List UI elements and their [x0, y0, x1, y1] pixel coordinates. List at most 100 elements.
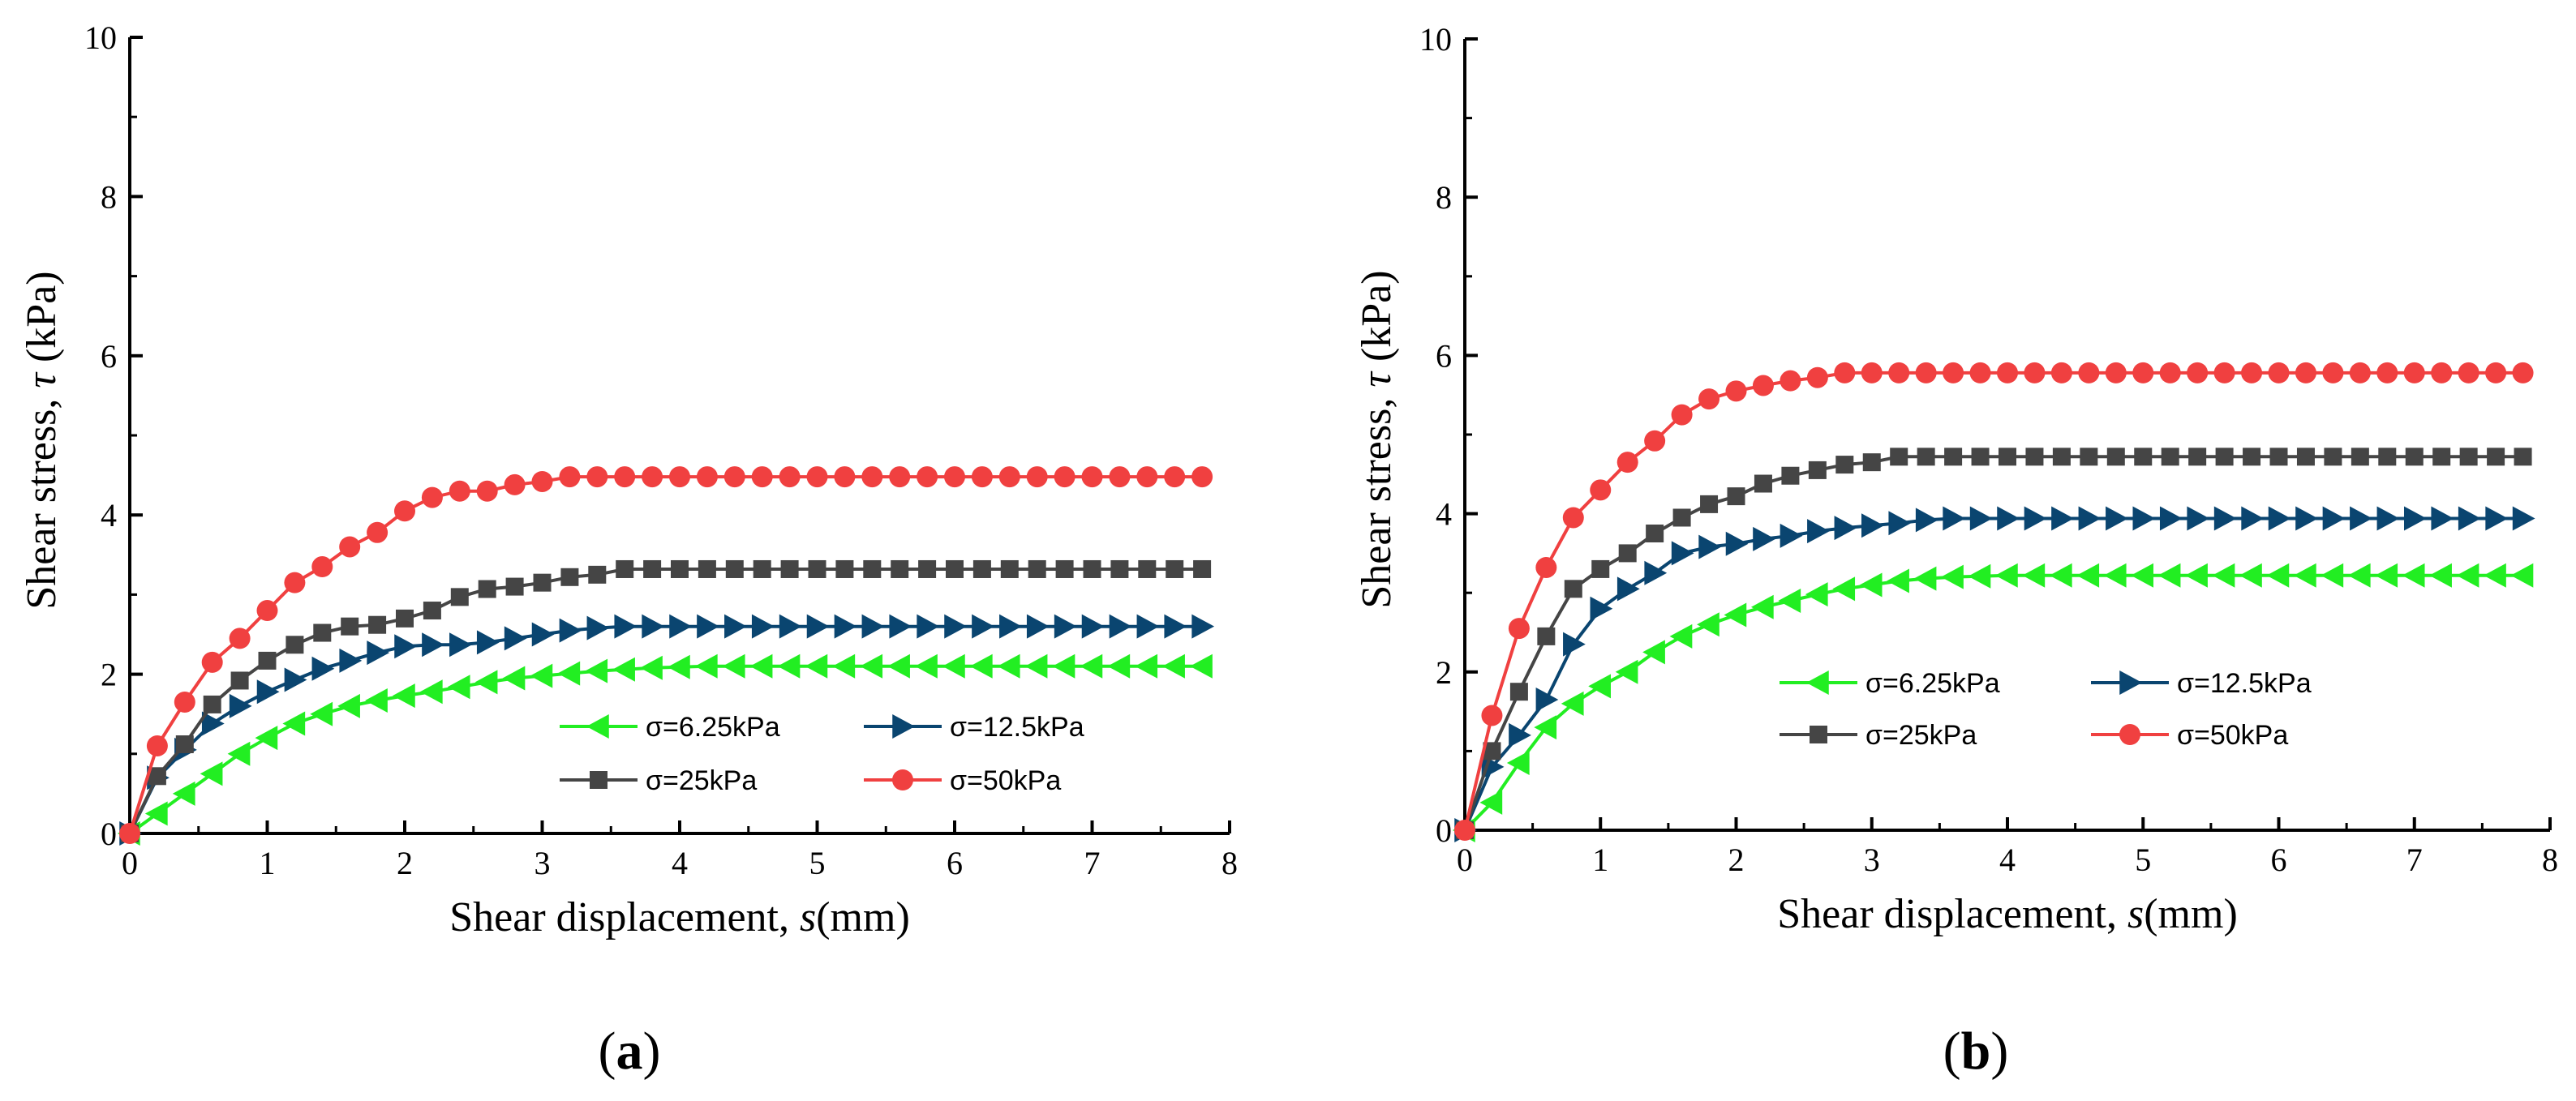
x-tick-label: 0 [1457, 842, 1473, 878]
data-point [918, 559, 937, 578]
data-point [1591, 559, 1610, 578]
data-point [1191, 466, 1213, 488]
legend-marker [1806, 670, 1829, 695]
data-point [1618, 544, 1637, 563]
data-point [1081, 466, 1103, 488]
data-point [559, 466, 581, 488]
data-point [1191, 614, 1215, 639]
panel-b-chart: 0 1 2 3 4 5 6 7 8 0 2 4 6 8 10 Shear displacement, s(mm… [1354, 21, 2558, 1081]
data-point [722, 653, 745, 679]
data-point [2431, 362, 2453, 383]
y-tick-label: 4 [101, 497, 117, 533]
data-point [1671, 404, 1693, 426]
data-point [1890, 448, 1908, 466]
x-tick-label: 5 [2135, 842, 2151, 878]
data-point [2485, 362, 2507, 383]
data-point [751, 614, 775, 639]
data-point [2212, 563, 2235, 588]
data-point [1807, 519, 1830, 544]
data-point [2456, 563, 2479, 588]
series-line [1463, 371, 2523, 831]
series-0 [118, 653, 1213, 846]
data-point [2159, 362, 2181, 383]
data-point [1080, 653, 1103, 679]
data-point [1136, 614, 1160, 639]
data-point [2080, 448, 2098, 466]
y-tick-label: 0 [1436, 812, 1452, 849]
y-tick-label: 6 [1436, 337, 1452, 374]
panel-label-open: ( [1943, 1022, 1961, 1081]
data-point [423, 602, 441, 620]
data-point [2215, 448, 2234, 466]
data-point [1644, 560, 1668, 585]
legend: σ=6.25kPa σ=12.5kPa σ=25kPa σ=50kPa [1780, 668, 2312, 751]
data-point [172, 781, 195, 806]
y-tick-label: 2 [101, 657, 117, 693]
y-axis-title: Shear stress, τ (kPa) [1354, 270, 1400, 608]
data-point [2322, 362, 2344, 383]
data-point [1563, 632, 1586, 657]
data-point [1859, 572, 1883, 598]
data-point [1917, 448, 1935, 466]
data-point [1616, 576, 1640, 602]
data-point [478, 580, 496, 598]
data-point [2187, 362, 2209, 383]
data-point [806, 614, 830, 639]
data-point [642, 466, 663, 488]
data-point [1752, 375, 1774, 396]
data-point [2402, 563, 2425, 588]
legend-label: σ=12.5kPa [2177, 668, 2312, 699]
data-point [1835, 456, 1854, 474]
data-point [1644, 430, 1666, 452]
panel-label: (a) [599, 1022, 661, 1081]
data-point [1969, 506, 1993, 531]
data-point [284, 572, 306, 593]
data-point [474, 670, 498, 695]
data-point [1109, 614, 1132, 639]
legend-marker [2119, 724, 2140, 745]
data-point [1700, 495, 1719, 513]
data-point [2131, 563, 2153, 588]
data-point [2024, 506, 2047, 531]
x-tick-label: 1 [1592, 842, 1608, 878]
data-point [2351, 448, 2369, 466]
legend-label: σ=25kPa [1865, 720, 1977, 751]
data-point [1969, 362, 1991, 383]
data-point [612, 657, 635, 682]
data-point [284, 667, 307, 692]
data-point [1997, 506, 2020, 531]
y-axis-title-variable: τ [1354, 371, 1400, 388]
data-point [1590, 596, 1613, 621]
x-tick-label: 4 [1999, 842, 2016, 878]
data-point [1669, 623, 1693, 649]
data-point [1024, 653, 1048, 679]
data-point [585, 658, 608, 683]
data-point [861, 466, 883, 488]
data-point [1481, 705, 1503, 726]
data-point [944, 466, 965, 488]
data-point [256, 679, 280, 705]
data-point [1861, 362, 1883, 383]
data-point [2376, 362, 2398, 383]
data-point [694, 653, 718, 679]
data-point [1780, 523, 1803, 548]
data-point [1136, 466, 1158, 488]
data-point [808, 559, 826, 578]
data-point [669, 466, 690, 488]
data-point [832, 653, 856, 679]
data-point [698, 559, 716, 578]
data-point [339, 536, 361, 558]
x-axis-title-unit: (mm) [816, 894, 910, 940]
data-point [201, 651, 223, 673]
panel-label-letter: a [616, 1022, 643, 1081]
legend-label: σ=6.25kPa [646, 712, 780, 743]
data-point [148, 767, 166, 786]
data-point [1806, 366, 1828, 388]
data-point [2243, 448, 2261, 466]
data-point [668, 654, 690, 679]
legend-marker [1810, 726, 1827, 743]
data-point [1052, 653, 1075, 679]
data-point [696, 466, 718, 488]
data-point [1968, 563, 1991, 589]
